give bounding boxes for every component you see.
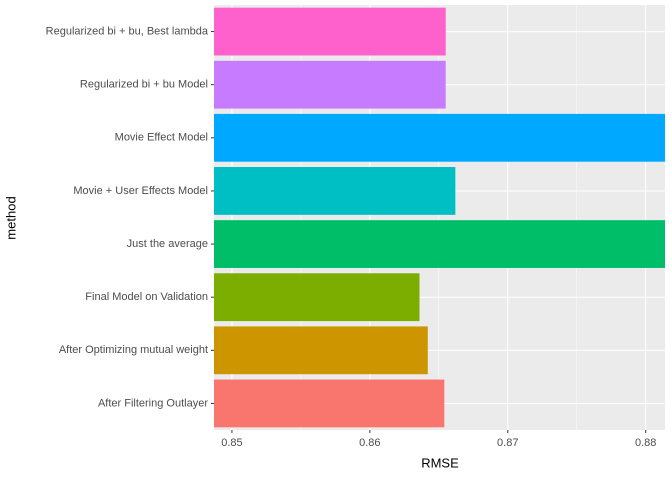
y-axis-title: method	[3, 196, 18, 239]
bar	[214, 379, 445, 428]
bar	[214, 220, 665, 268]
x-tick-label: 0.88	[635, 437, 656, 449]
bar	[214, 326, 428, 375]
bar	[214, 273, 420, 322]
y-tick-label: Just the average	[127, 238, 208, 250]
y-tick-label: Regularized bi + bu Model	[80, 79, 208, 91]
y-tick-label: After Filtering Outlayer	[98, 397, 208, 409]
x-tick-label: 0.87	[497, 437, 518, 449]
x-tick-label: 0.85	[221, 437, 242, 449]
bar	[214, 167, 456, 215]
y-tick-label: Final Model on Validation	[85, 291, 208, 303]
bars	[214, 7, 665, 428]
x-axis-title: RMSE	[421, 455, 459, 470]
y-tick-label: Movie + User Effects Model	[73, 185, 208, 197]
bar	[214, 7, 446, 56]
bar	[214, 113, 665, 162]
y-tick-label: After Optimizing mutual weight	[59, 344, 208, 356]
y-tick-label: Regularized bi + bu, Best lambda	[46, 25, 209, 37]
bar	[214, 60, 446, 109]
y-tick-label: Movie Effect Model	[115, 132, 208, 144]
x-tick-label: 0.86	[359, 437, 380, 449]
